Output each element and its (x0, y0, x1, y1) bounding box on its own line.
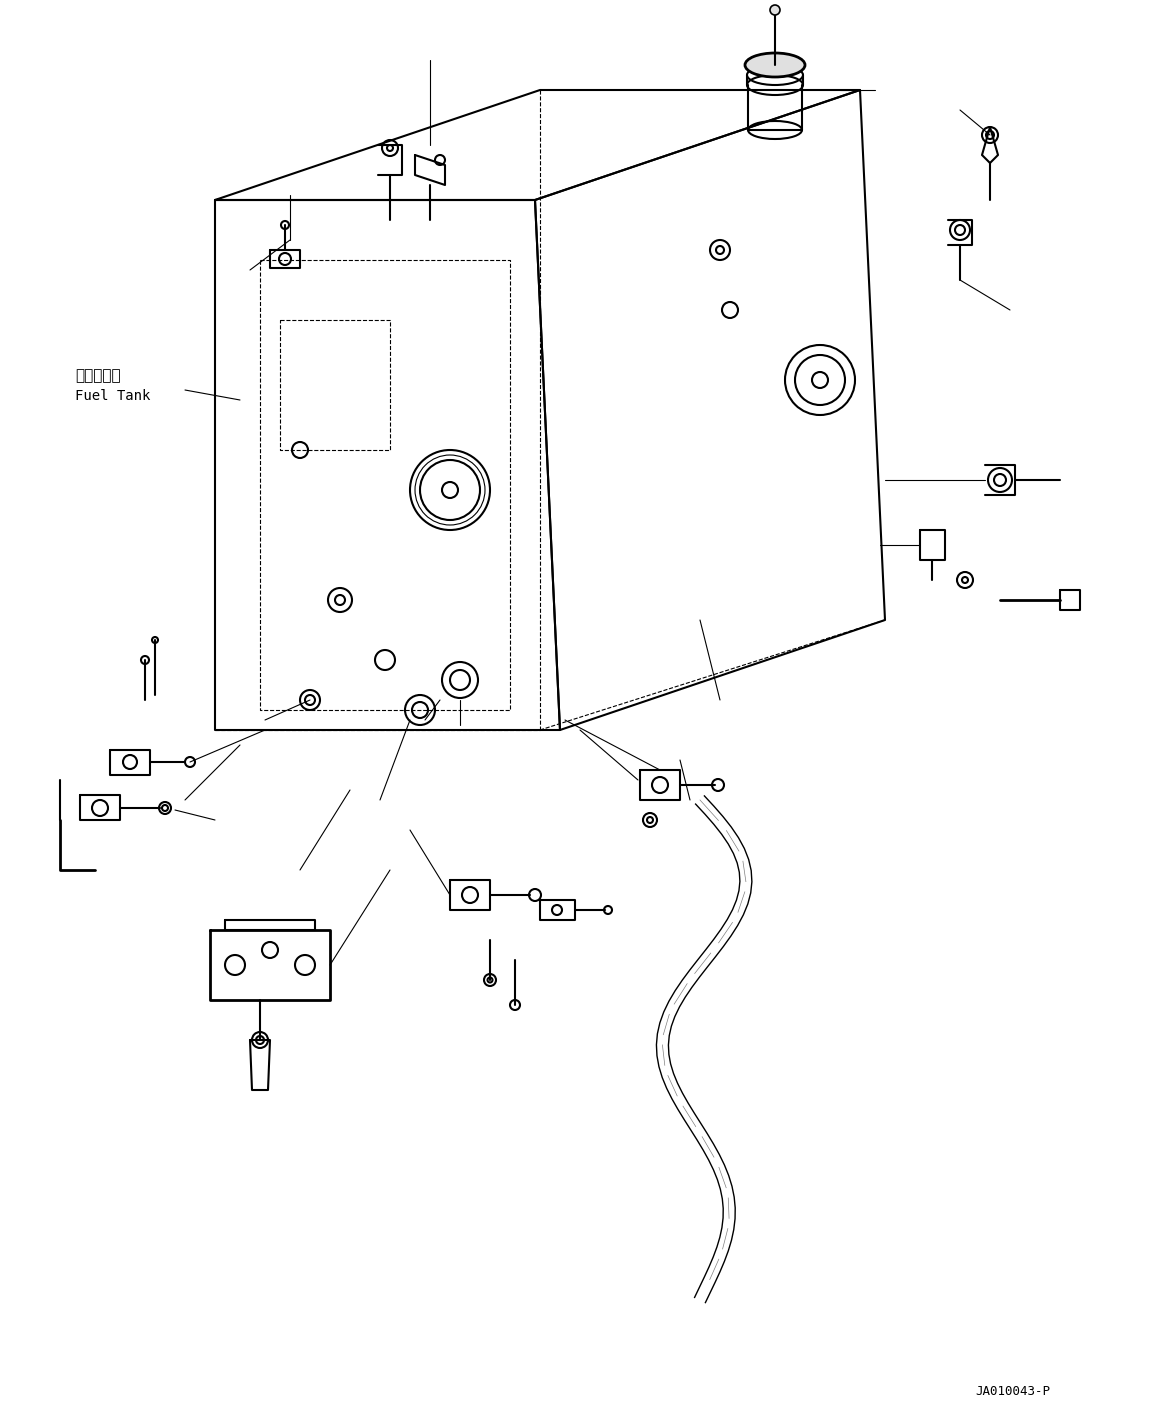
Text: 燃料タンク: 燃料タンク (74, 368, 121, 382)
Text: Fuel Tank: Fuel Tank (74, 390, 150, 402)
Circle shape (770, 6, 780, 16)
Ellipse shape (745, 53, 805, 77)
Text: JA010043-P: JA010043-P (975, 1386, 1050, 1398)
